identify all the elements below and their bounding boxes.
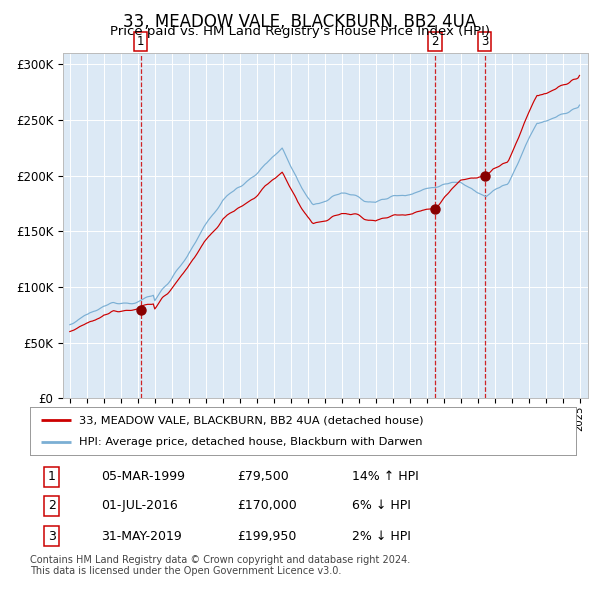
Text: 33, MEADOW VALE, BLACKBURN, BB2 4UA: 33, MEADOW VALE, BLACKBURN, BB2 4UA [124,13,476,31]
Text: £170,000: £170,000 [238,499,297,513]
Text: Price paid vs. HM Land Registry's House Price Index (HPI): Price paid vs. HM Land Registry's House … [110,25,490,38]
Text: 31-MAY-2019: 31-MAY-2019 [101,530,182,543]
Text: 2: 2 [431,35,439,48]
Text: £79,500: £79,500 [238,470,289,483]
Text: 3: 3 [481,35,488,48]
Text: £199,950: £199,950 [238,530,297,543]
Text: 05-MAR-1999: 05-MAR-1999 [101,470,185,483]
Text: 3: 3 [48,530,56,543]
Text: 6% ↓ HPI: 6% ↓ HPI [352,499,411,513]
Text: 14% ↑ HPI: 14% ↑ HPI [352,470,419,483]
Text: Contains HM Land Registry data © Crown copyright and database right 2024.
This d: Contains HM Land Registry data © Crown c… [30,555,410,576]
Text: 33, MEADOW VALE, BLACKBURN, BB2 4UA (detached house): 33, MEADOW VALE, BLACKBURN, BB2 4UA (det… [79,415,424,425]
Text: 1: 1 [137,35,145,48]
Text: 1: 1 [48,470,56,483]
Text: HPI: Average price, detached house, Blackburn with Darwen: HPI: Average price, detached house, Blac… [79,437,422,447]
Text: 2: 2 [48,499,56,513]
Text: 01-JUL-2016: 01-JUL-2016 [101,499,178,513]
Text: 2% ↓ HPI: 2% ↓ HPI [352,530,411,543]
